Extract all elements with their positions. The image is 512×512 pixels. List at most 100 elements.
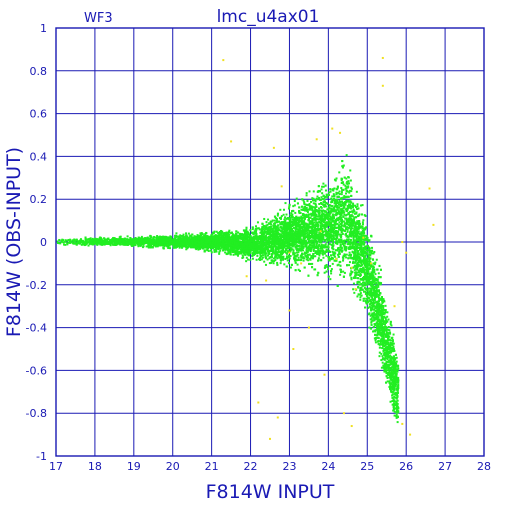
data-point — [320, 243, 323, 246]
data-point — [362, 281, 365, 284]
data-point — [340, 179, 343, 182]
data-point — [387, 372, 390, 375]
data-point — [356, 231, 359, 234]
data-point — [289, 246, 292, 249]
data-point — [281, 246, 284, 249]
data-point — [303, 215, 306, 218]
data-point — [251, 252, 254, 255]
data-point — [183, 243, 186, 246]
data-point — [319, 219, 322, 222]
data-point — [320, 188, 323, 191]
data-point — [64, 240, 67, 243]
data-point — [288, 247, 291, 250]
data-point — [303, 238, 306, 241]
data-point — [170, 237, 173, 240]
data-point — [377, 300, 380, 303]
data-point — [384, 364, 387, 367]
data-point — [295, 197, 298, 200]
data-point — [367, 306, 370, 309]
data-point — [393, 414, 396, 417]
data-point — [373, 271, 376, 274]
data-point — [308, 241, 311, 244]
data-point — [276, 261, 279, 264]
data-point — [323, 239, 326, 242]
data-point — [272, 246, 275, 249]
data-point — [387, 325, 390, 328]
data-point — [178, 246, 181, 249]
data-point — [397, 410, 400, 413]
data-point — [75, 242, 78, 245]
data-point — [285, 247, 288, 250]
data-point — [335, 220, 338, 223]
data-point — [143, 238, 146, 241]
data-point — [359, 225, 362, 228]
data-point — [251, 257, 254, 260]
data-point — [378, 303, 381, 306]
data-point — [337, 224, 340, 227]
data-point — [338, 218, 341, 221]
data-point — [301, 253, 304, 256]
data-point — [331, 213, 334, 216]
data-point — [269, 228, 272, 231]
data-point — [345, 246, 348, 249]
data-point — [347, 176, 350, 179]
data-point — [245, 228, 248, 231]
data-point — [335, 177, 338, 180]
data-point — [360, 253, 363, 256]
data-point — [256, 227, 259, 230]
data-point — [270, 243, 273, 246]
data-point — [397, 381, 400, 384]
data-point — [317, 257, 320, 260]
data-point — [395, 413, 398, 416]
data-point — [394, 366, 397, 369]
data-point — [352, 219, 355, 222]
data-point — [305, 209, 308, 212]
data-point — [320, 236, 323, 239]
data-point — [173, 245, 176, 248]
data-point — [384, 351, 387, 354]
data-point — [374, 261, 377, 264]
data-point — [380, 319, 383, 322]
data-point — [311, 213, 314, 216]
data-point — [285, 255, 288, 258]
data-point — [342, 257, 345, 260]
data-point — [358, 271, 361, 274]
data-point — [296, 263, 299, 266]
data-point — [309, 220, 312, 223]
data-point — [363, 234, 366, 237]
data-point — [262, 245, 265, 248]
data-point — [277, 251, 280, 254]
data-point — [329, 215, 332, 218]
data-point — [387, 343, 390, 346]
data-point — [356, 282, 359, 285]
data-point — [205, 232, 208, 235]
data-point — [353, 269, 356, 272]
data-point — [275, 238, 278, 241]
data-point — [336, 242, 339, 245]
data-point — [219, 249, 222, 252]
data-point — [341, 166, 344, 169]
data-point — [341, 256, 344, 259]
data-point — [366, 236, 369, 239]
data-point — [365, 297, 368, 300]
data-point — [268, 222, 271, 225]
data-point — [365, 294, 368, 297]
data-point — [373, 268, 376, 271]
data-point — [216, 247, 219, 250]
data-point — [342, 196, 345, 199]
data-point — [319, 221, 322, 224]
data-point — [391, 350, 394, 353]
data-point — [186, 247, 189, 250]
data-point — [335, 193, 338, 196]
data-point — [348, 251, 351, 254]
data-point — [176, 235, 179, 238]
data-point — [320, 209, 323, 212]
data-point — [264, 263, 267, 266]
data-point — [348, 264, 351, 267]
data-point — [310, 240, 313, 243]
data-point — [273, 240, 276, 243]
data-point — [311, 254, 314, 257]
data-point — [343, 195, 346, 198]
data-point — [168, 247, 171, 250]
